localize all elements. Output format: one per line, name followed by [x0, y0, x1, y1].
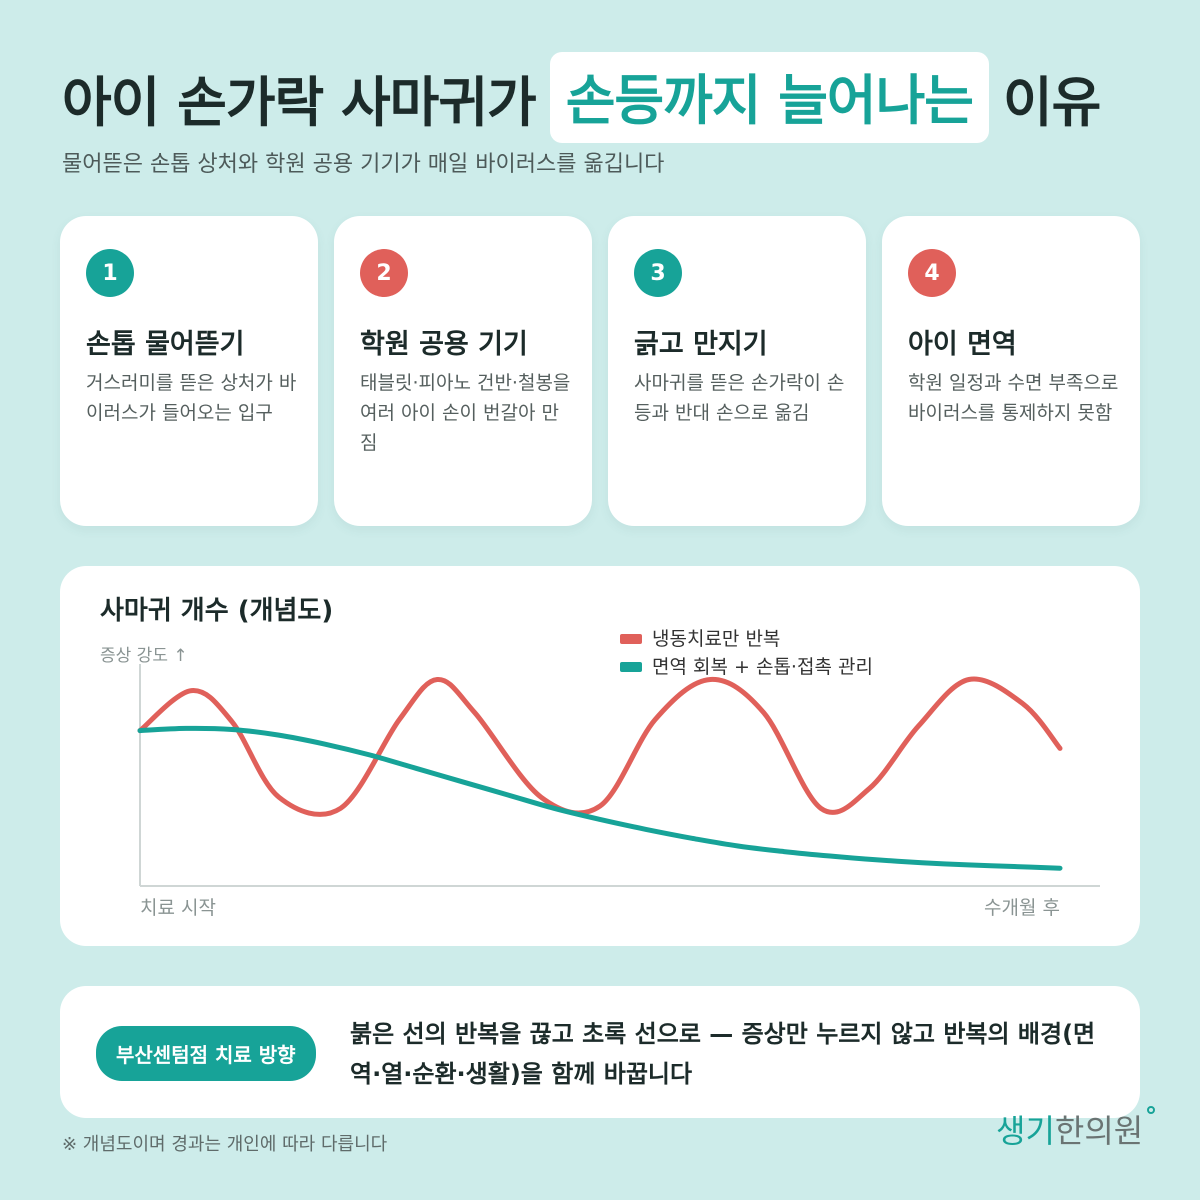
- clinic-badge: 부산센텀점 치료 방향: [96, 1026, 316, 1081]
- footnote: ※ 개념도이며 경과는 개인에 따라 다릅니다: [62, 1134, 388, 1155]
- page-title: 아이 손가락 사마귀가 손등까지 늘어나는 이유: [62, 52, 1101, 143]
- card-description: 사마귀를 뜯은 손가락이 손등과 반대 손으로 옮김: [634, 372, 845, 424]
- card-description: 학원 일정과 수면 부족으로 바이러스를 통제하지 못함: [908, 372, 1119, 424]
- card-title: 학원 공용 기기: [360, 329, 528, 360]
- card-title: 손톱 물어뜯기: [86, 329, 245, 360]
- card-number-badge: 1: [86, 249, 134, 297]
- title-prefix: 아이 손가락 사마귀가: [62, 71, 537, 134]
- card-description: 거스러미를 뜯은 상처가 바이러스가 들어오는 입구: [86, 372, 297, 424]
- cause-card-1: 1 손톱 물어뜯기 거스러미를 뜯은 상처가 바이러스가 들어오는 입구: [60, 216, 318, 526]
- card-title: 아이 면역: [908, 329, 1017, 360]
- series-line-immune-care: [137, 725, 1063, 871]
- legend-swatch-teal: [620, 662, 642, 672]
- card-number-badge: 2: [360, 249, 408, 297]
- card-number-badge: 4: [908, 249, 956, 297]
- logo-part-1: 생기: [996, 1112, 1055, 1150]
- logo-part-2: 한의원: [1054, 1112, 1144, 1150]
- card-title: 긁고 만지기: [634, 329, 768, 360]
- y-axis-label: 증상 강도 ↑: [100, 646, 188, 666]
- x-start-label: 치료 시작: [140, 897, 216, 919]
- treatment-direction-panel: 부산센텀점 치료 방향 붉은 선의 반복을 끊고 초록 선으로 — 증상만 누르…: [60, 986, 1140, 1118]
- card-description: 태블릿·피아노 건반·철봉을 여러 아이 손이 번갈아 만짐: [360, 372, 571, 454]
- cause-card-4: 4 아이 면역 학원 일정과 수면 부족으로 바이러스를 통제하지 못함: [882, 216, 1140, 526]
- title-suffix: 이유: [1002, 71, 1101, 134]
- cause-card-3: 3 긁고 만지기 사마귀를 뜯은 손가락이 손등과 반대 손으로 옮김: [608, 216, 866, 526]
- x-end-label: 수개월 후: [984, 897, 1060, 919]
- subtitle: 물어뜯은 손톱 상처와 학원 공용 기기가 매일 바이러스를 옮깁니다: [62, 152, 665, 177]
- cause-card-2: 2 학원 공용 기기 태블릿·피아노 건반·철봉을 여러 아이 손이 번갈아 만…: [334, 216, 592, 526]
- chart-canvas: 증상 강도 ↑ 치료 시작 수개월 후 냉동치료만 반복 면역 회복 + 손톱·…: [100, 628, 1100, 919]
- legend-swatch-red: [620, 634, 642, 644]
- chart-title: 사마귀 개수 (개념도): [100, 596, 334, 626]
- card-number-badge: 3: [634, 249, 682, 297]
- treatment-direction-text: 붉은 선의 반복을 끊고 초록 선으로 — 증상만 누르지 않고 반복의 배경(…: [350, 1020, 1096, 1088]
- chart-panel: 사마귀 개수 (개념도) 증상 강도 ↑ 치료 시작 수개월 후 냉동치료만 반…: [60, 566, 1140, 946]
- legend-label-red: 냉동치료만 반복: [652, 628, 780, 650]
- clinic-logo: 생기한의원: [996, 1106, 1156, 1152]
- series-line-cryotherapy: [137, 676, 1063, 817]
- legend-label-teal: 면역 회복 + 손톱·접촉 관리: [652, 656, 873, 678]
- title-highlight: 손등까지 늘어나는: [549, 52, 989, 143]
- logo-dot: [1147, 1106, 1156, 1114]
